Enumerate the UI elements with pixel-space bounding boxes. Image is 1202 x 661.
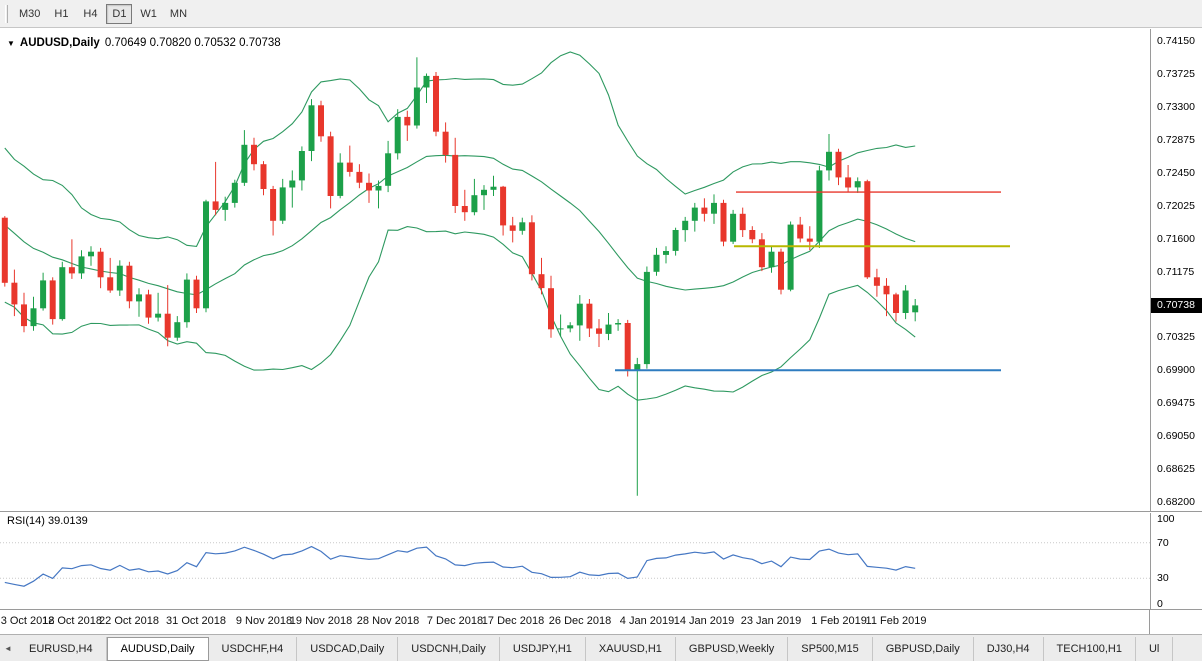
chart-tabs: EURUSD,H4 AUDUSD,Daily USDCHF,H4 USDCAD,Dai…	[16, 635, 1202, 661]
bollinger-upper-band	[4, 51, 916, 247]
timeframe-buttons: M30 H1 H4 D1 W1 MN	[14, 3, 192, 24]
rsi-line	[4, 545, 916, 587]
rsi-plot[interactable]	[0, 513, 1150, 610]
price-axis-label: 0.69900	[1157, 364, 1195, 376]
chart-tab-bar: ◄ EURUSD,H4 AUDUSD,Daily USDCHF,H4 USDCAD,D…	[0, 634, 1202, 661]
rsi-axis-label: 30	[1157, 572, 1169, 584]
chart-tab-xauusd-h1[interactable]: XAUUSD,H1	[586, 637, 676, 661]
date-axis-label: 22 Oct 2018	[99, 615, 159, 627]
chart-tab-sp500-m15[interactable]: SP500,M15	[788, 637, 873, 661]
main-chart-area: ▼ AUDUSD,Daily 0.70649 0.70820 0.70532 0…	[0, 29, 1202, 511]
date-axis-label: 12 Oct 2018	[42, 615, 102, 627]
chart-tab-ul[interactable]: Ul	[1136, 637, 1174, 661]
chart-tab-usdjpy-h1[interactable]: USDJPY,H1	[500, 637, 586, 661]
rsi-axis-label: 0	[1157, 598, 1163, 610]
date-axis-label: 31 Oct 2018	[166, 615, 226, 627]
date-axis-label: 23 Jan 2019	[740, 615, 802, 627]
price-axis-label: 0.70325	[1157, 331, 1195, 343]
chart-tab-dj30-h4[interactable]: DJ30,H4	[974, 637, 1044, 661]
time-axis: 3 Oct 2018 12 Oct 2018 22 Oct 2018 31 Oct 2…	[0, 609, 1202, 635]
bollinger-middle-band	[4, 154, 916, 296]
rsi-axis: 100 70 30 0	[1150, 513, 1202, 610]
tab-scroll-left-button[interactable]: ◄	[4, 643, 12, 653]
rsi-panel: RSI(14) 39.0139 100 70 30 0	[0, 511, 1202, 610]
date-axis-label: 7 Dec 2018	[426, 615, 484, 627]
date-axis-label: 9 Nov 2018	[235, 615, 293, 627]
price-axis-label: 0.71600	[1157, 233, 1195, 245]
rsi-axis-label: 100	[1157, 513, 1175, 525]
candlestick-series	[1, 57, 919, 496]
chart-tab-audusd-daily[interactable]: AUDUSD,Daily	[106, 637, 209, 661]
price-axis: 0.74150 0.73725 0.73300 0.72875 0.72450 0.720…	[1150, 29, 1202, 511]
date-axis-label: 14 Jan 2019	[673, 615, 735, 627]
date-axis-label: 17 Dec 2018	[481, 615, 545, 627]
timeframe-button-h4[interactable]: H4	[77, 4, 103, 24]
timeframe-button-h1[interactable]: H1	[48, 4, 74, 24]
price-axis-label: 0.68625	[1157, 463, 1195, 475]
chart-tab-eurusd-h4[interactable]: EURUSD,H4	[16, 637, 107, 661]
price-axis-label: 0.73300	[1157, 101, 1195, 113]
price-axis-label: 0.72025	[1157, 200, 1195, 212]
chart-tab-usdchf-h4[interactable]: USDCHF,H4	[209, 637, 298, 661]
price-axis-label: 0.71175	[1157, 266, 1195, 278]
date-axis-label: 1 Feb 2019	[811, 615, 867, 627]
timeframe-button-m30[interactable]: M30	[14, 4, 45, 24]
chart-tab-gbpusd-weekly[interactable]: GBPUSD,Weekly	[676, 637, 789, 661]
timeframe-button-w1[interactable]: W1	[135, 4, 162, 24]
timeframe-button-mn[interactable]: MN	[165, 4, 192, 24]
date-axis-label: 3 Oct 2018	[0, 615, 55, 627]
date-axis-label: 28 Nov 2018	[356, 615, 420, 627]
chart-tab-usdcnh-daily[interactable]: USDCNH,Daily	[398, 637, 500, 661]
timeframe-button-d1[interactable]: D1	[106, 3, 133, 24]
price-axis-label: 0.73725	[1157, 68, 1195, 80]
time-axis-labels: 3 Oct 2018 12 Oct 2018 22 Oct 2018 31 Oct 2…	[0, 610, 1150, 635]
date-axis-label: 19 Nov 2018	[289, 615, 353, 627]
chart-tab-tech100-h1[interactable]: TECH100,H1	[1044, 637, 1136, 661]
price-axis-label: 0.74150	[1157, 35, 1195, 47]
chart-tab-usdcad-daily[interactable]: USDCAD,Daily	[297, 637, 399, 661]
timeframe-toolbar: M30 H1 H4 D1 W1 MN	[0, 0, 1202, 28]
toolbar-grip[interactable]	[5, 4, 8, 23]
price-axis-label: 0.68200	[1157, 496, 1195, 508]
price-chart-plot[interactable]	[0, 29, 1150, 511]
date-axis-label: 4 Jan 2019	[619, 615, 675, 627]
price-axis-label: 0.69050	[1157, 430, 1195, 442]
bollinger-lower-band	[4, 226, 916, 401]
price-axis-label: 0.72450	[1157, 167, 1195, 179]
date-axis-label: 11 Feb 2019	[865, 615, 927, 627]
current-price-badge: 0.70738	[1151, 298, 1202, 313]
rsi-indicator-label: RSI(14) 39.0139	[7, 515, 88, 527]
price-axis-label: 0.72875	[1157, 134, 1195, 146]
chart-tab-gbpusd-daily[interactable]: GBPUSD,Daily	[873, 637, 974, 661]
price-axis-label: 0.69475	[1157, 397, 1195, 409]
rsi-axis-label: 70	[1157, 537, 1169, 549]
date-axis-label: 26 Dec 2018	[548, 615, 612, 627]
